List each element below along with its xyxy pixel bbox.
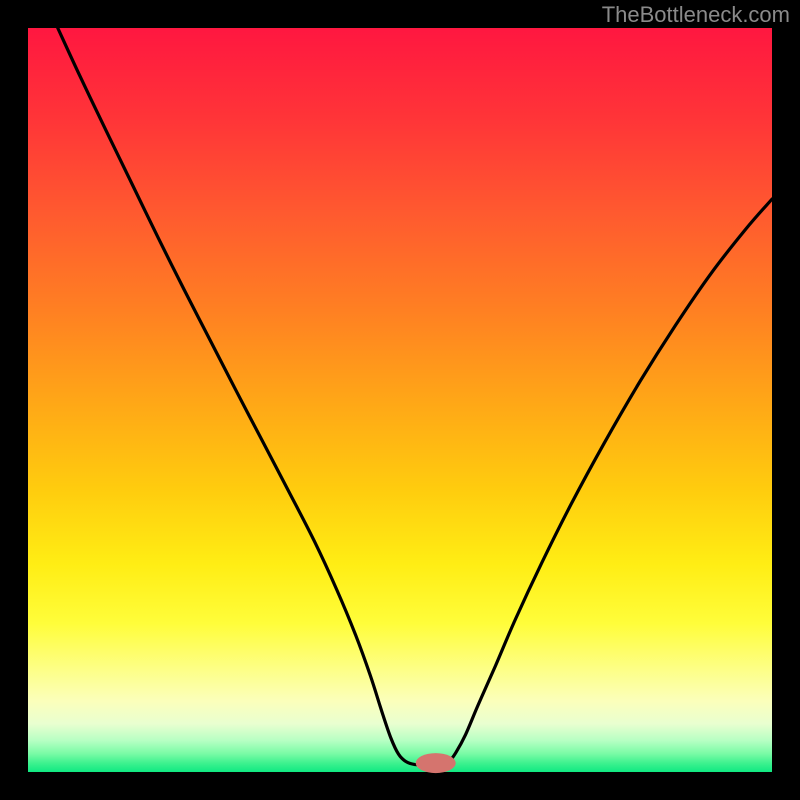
plot-area (28, 28, 772, 772)
chart-container: TheBottleneck.com (0, 0, 800, 800)
bottleneck-chart (0, 0, 800, 800)
optimal-marker (416, 753, 456, 773)
